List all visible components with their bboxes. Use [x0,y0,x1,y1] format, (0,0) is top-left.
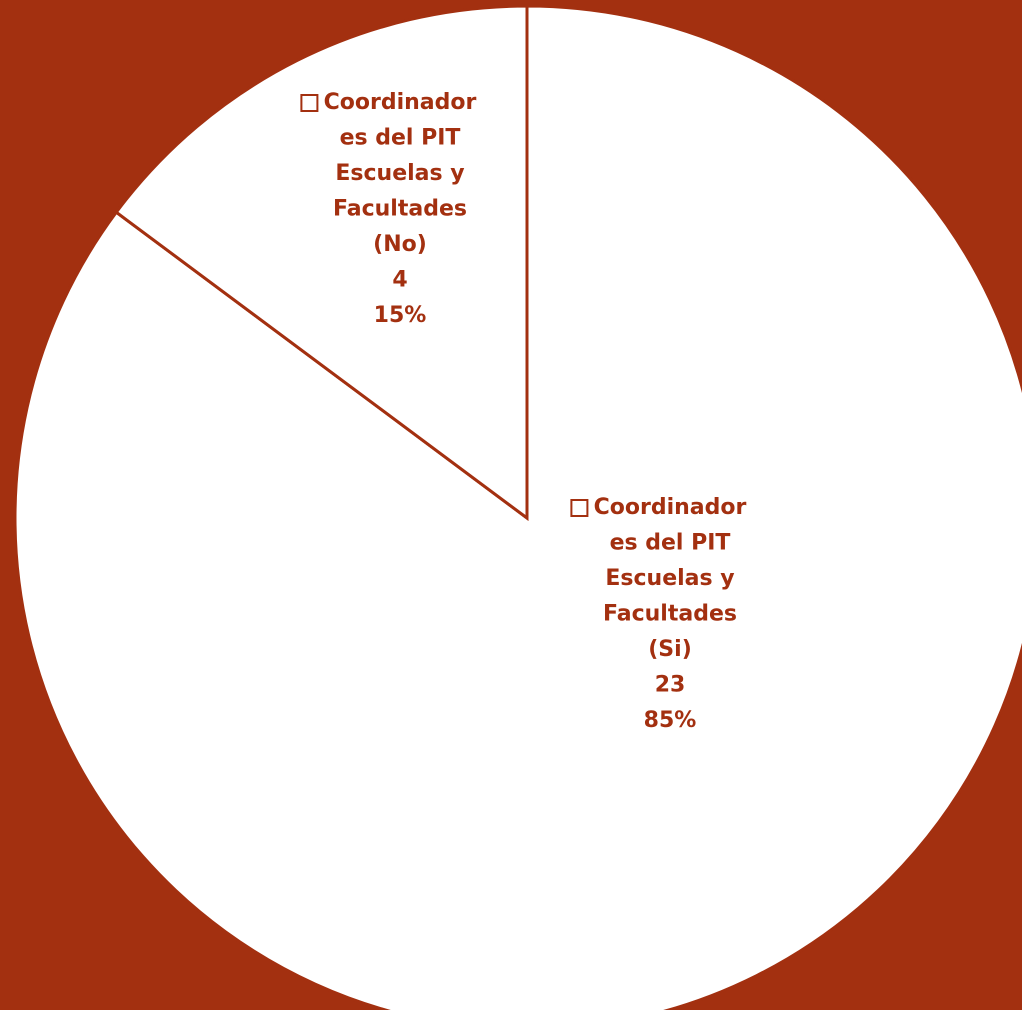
label-line: (No) [373,232,427,257]
legend-key [300,94,319,112]
label-line: Facultades [333,197,467,222]
label-line: Facultades [603,602,737,627]
label-line: (Si) [648,637,692,662]
label-line: es del PIT [340,126,461,151]
pie-slice [13,4,1022,1010]
percent-label: 15% [374,303,427,328]
value-label: 4 [392,268,407,293]
label-line: Escuelas y [335,161,464,186]
percent-label: 85% [644,708,697,733]
label-line: es del PIT [610,531,731,556]
slice-label: Coordinador es del PIT Escuelas y Facultade… [594,495,747,662]
legend-key [570,499,589,517]
label-line: Escuelas y [605,566,734,591]
slice-label: Coordinador es del PIT Escuelas y Facultade… [324,90,477,257]
label-line: Coordinador [594,495,747,520]
value-label: 23 [655,673,686,698]
label-line: Coordinador [324,90,477,115]
pie-slice [114,4,529,521]
